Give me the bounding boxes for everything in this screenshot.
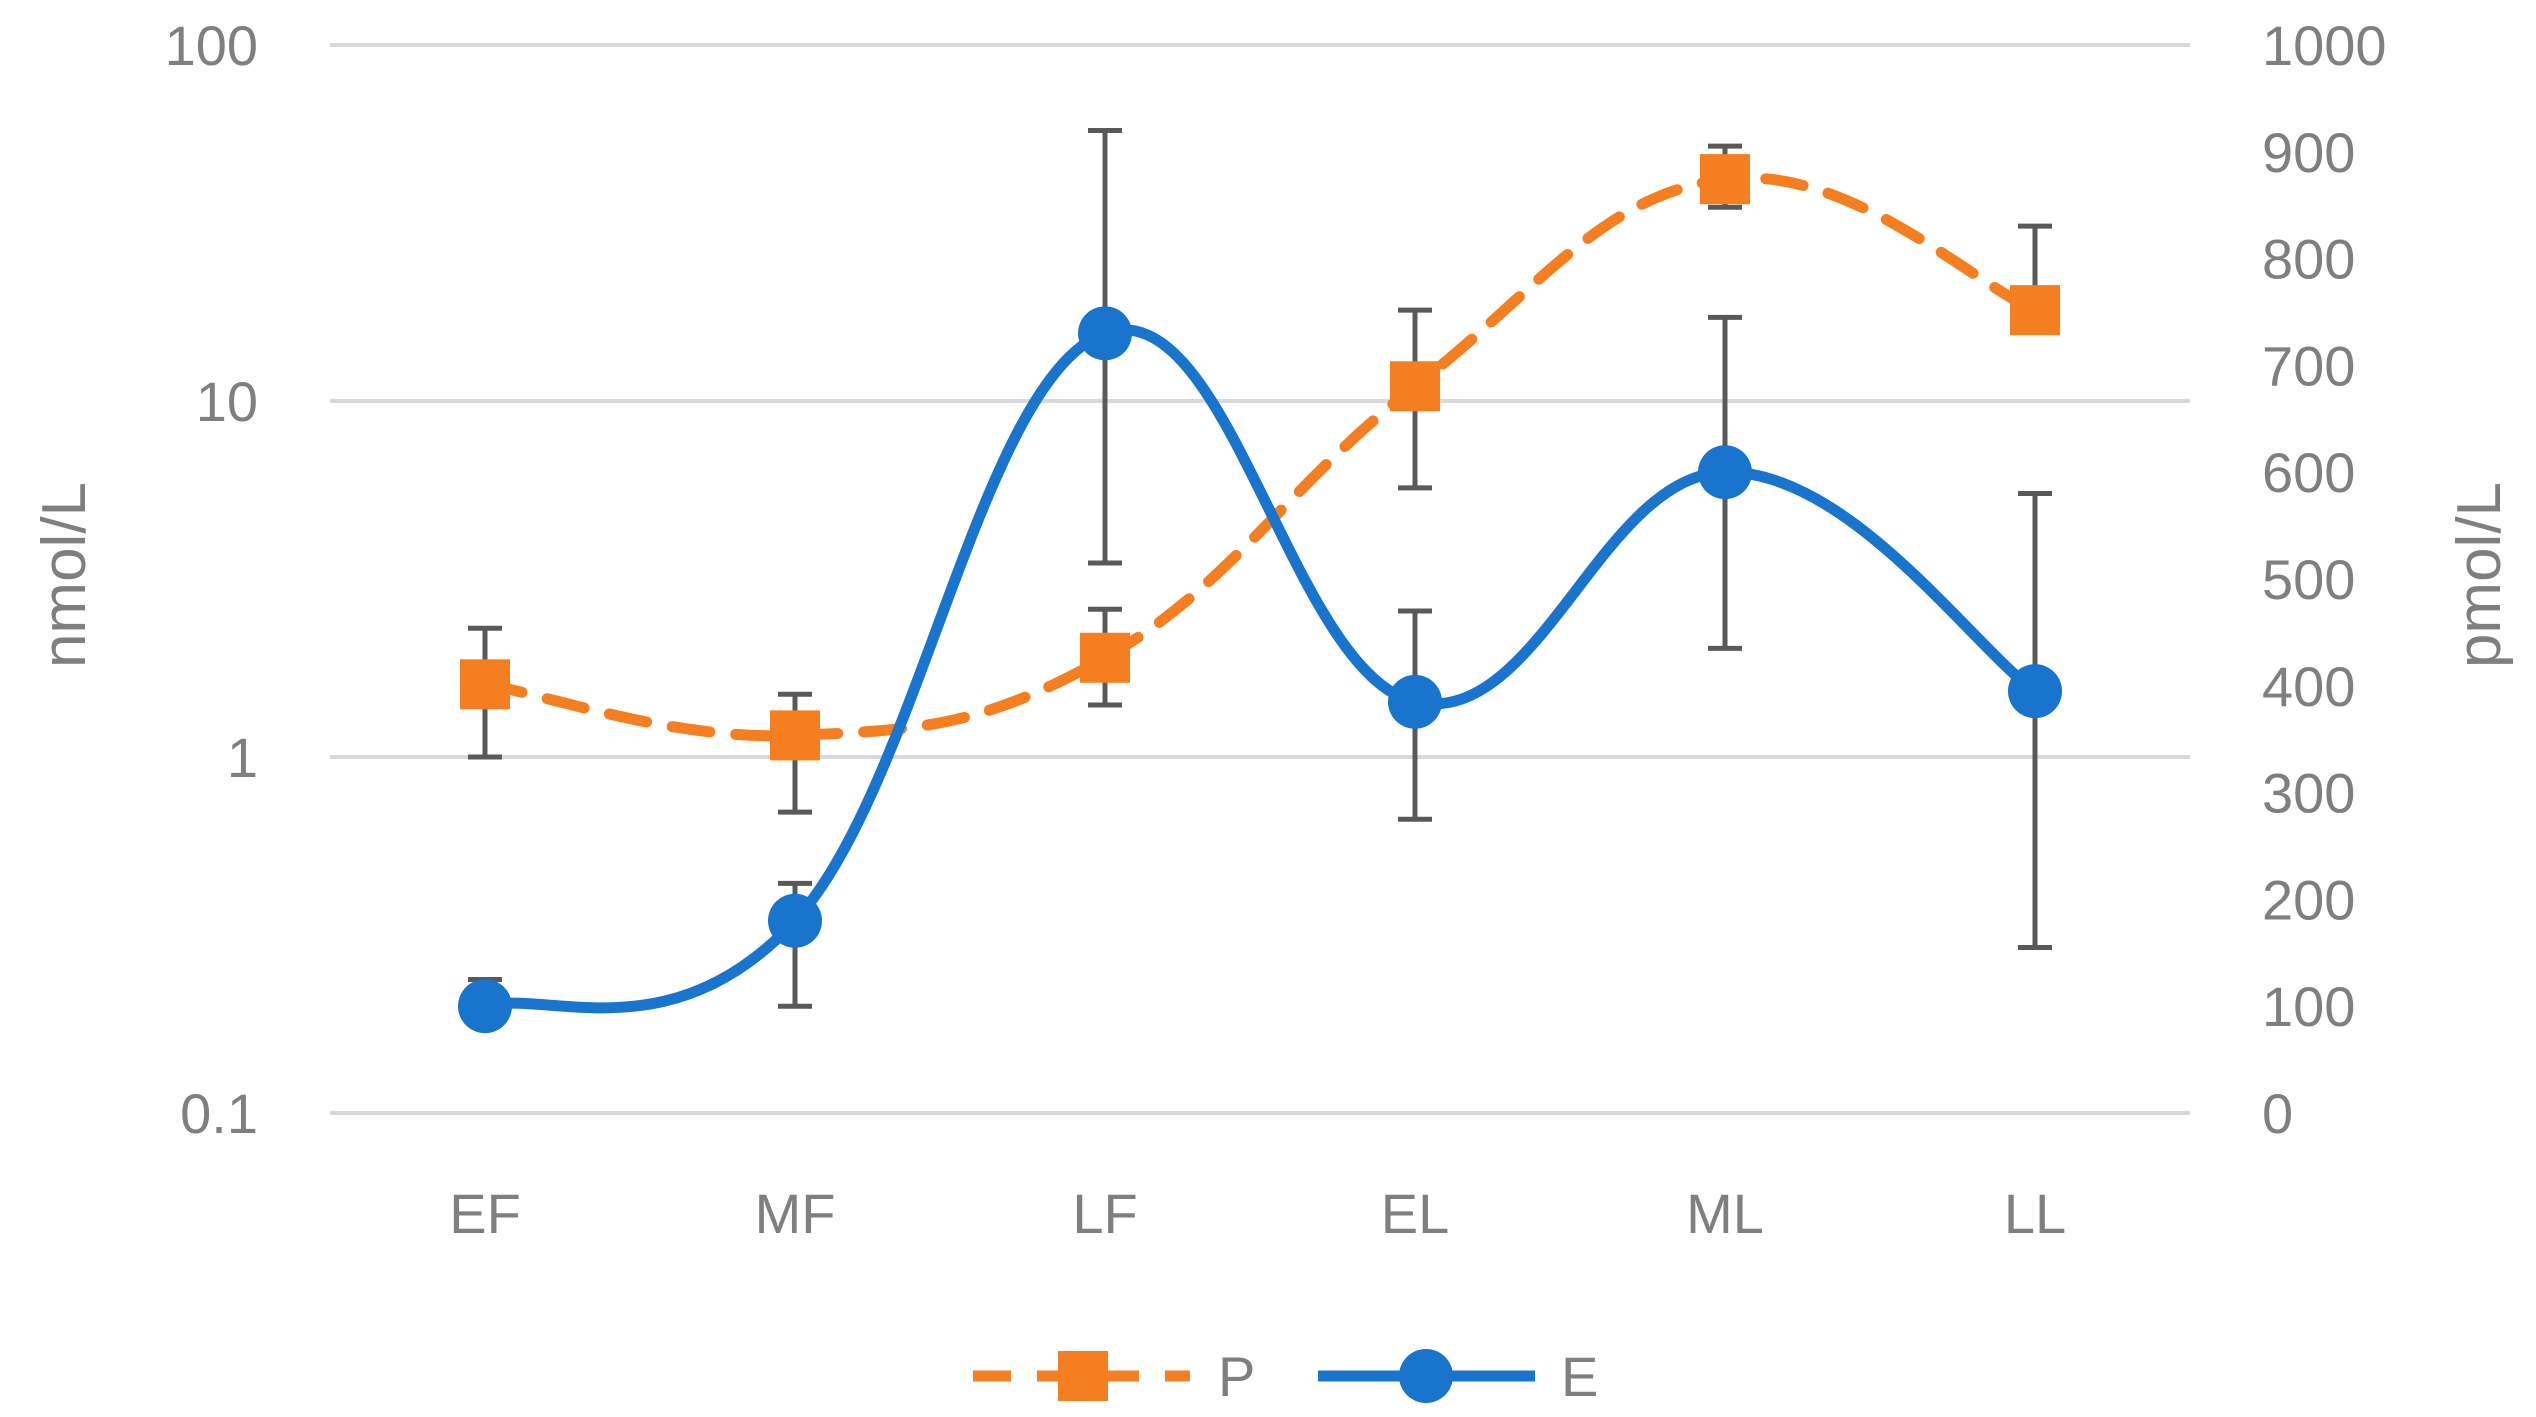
x-tick-label: EF bbox=[449, 1182, 521, 1245]
x-tick-label: LF bbox=[1072, 1182, 1137, 1245]
marker-P-EL bbox=[1390, 361, 1440, 412]
left-axis-title: nmol/L bbox=[30, 482, 99, 668]
right-tick-label: 100 bbox=[2262, 975, 2355, 1038]
right-tick-label: 900 bbox=[2262, 121, 2355, 184]
right-tick-label: 200 bbox=[2262, 868, 2355, 931]
series-lines bbox=[479, 172, 2041, 1014]
legend-marker-P bbox=[1058, 1351, 1108, 1401]
legend-label-E: E bbox=[1561, 1345, 1598, 1408]
marker-P-LF bbox=[1080, 632, 1130, 683]
legend-label-P: P bbox=[1218, 1345, 1255, 1408]
marker-E-ML bbox=[1698, 445, 1752, 500]
right-tick-label: 1000 bbox=[2262, 14, 2387, 77]
left-axis-ticks: 0.1 1 10 100 bbox=[165, 14, 258, 1145]
x-tick-label: LL bbox=[2004, 1182, 2066, 1245]
right-tick-label: 300 bbox=[2262, 762, 2355, 825]
x-axis-ticks: EF MF LF EL ML LL bbox=[449, 1182, 2066, 1245]
marker-E-EF bbox=[458, 979, 512, 1034]
left-tick-label: 1 bbox=[227, 726, 258, 789]
series-markers bbox=[458, 154, 2062, 1034]
marker-P-ML bbox=[1700, 154, 1750, 205]
right-axis-title: pmol/L bbox=[2445, 482, 2514, 668]
marker-E-LL bbox=[2008, 664, 2062, 719]
right-tick-label: 600 bbox=[2262, 441, 2355, 504]
right-tick-label: 700 bbox=[2262, 334, 2355, 397]
gridlines bbox=[330, 43, 2190, 1115]
right-tick-label: 800 bbox=[2262, 228, 2355, 291]
series-line-E bbox=[479, 324, 2041, 1014]
right-axis-ticks: 0 100 200 300 400 500 600 700 800 900 1000 bbox=[2262, 14, 2387, 1145]
right-tick-label: 0 bbox=[2262, 1082, 2293, 1145]
left-tick-label: 100 bbox=[165, 14, 258, 77]
x-tick-label: EL bbox=[1381, 1182, 1450, 1245]
marker-E-EL bbox=[1388, 674, 1442, 729]
marker-P-LL bbox=[2010, 285, 2060, 336]
marker-P-MF bbox=[770, 710, 820, 761]
x-tick-label: MF bbox=[755, 1182, 836, 1245]
left-tick-label: 10 bbox=[196, 370, 258, 433]
right-tick-label: 400 bbox=[2262, 655, 2355, 718]
right-tick-label: 500 bbox=[2262, 548, 2355, 611]
marker-E-MF bbox=[768, 893, 822, 948]
left-tick-label: 0.1 bbox=[180, 1082, 258, 1145]
series-line-P bbox=[479, 172, 2041, 742]
x-tick-label: ML bbox=[1686, 1182, 1764, 1245]
marker-E-LF bbox=[1078, 306, 1132, 361]
error-bars bbox=[468, 127, 2052, 1009]
marker-P-EF bbox=[460, 659, 510, 710]
legend-marker-E bbox=[1399, 1349, 1453, 1403]
